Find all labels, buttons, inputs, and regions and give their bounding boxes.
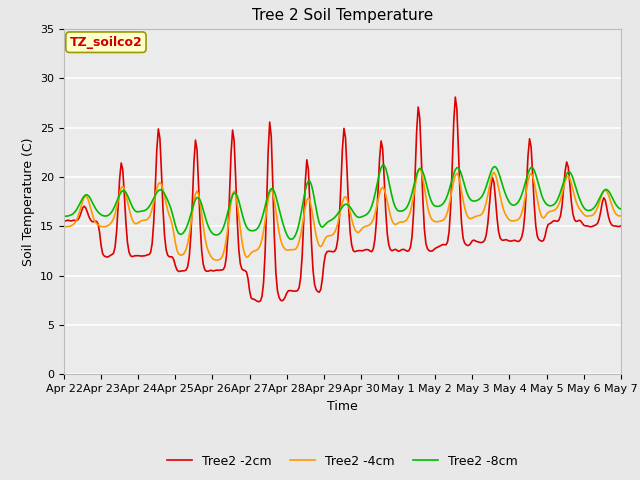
Line: Tree2 -8cm: Tree2 -8cm xyxy=(64,165,621,240)
Tree2 -8cm xyxy=(60,214,68,219)
Tree2 -8cm xyxy=(76,202,83,207)
Tree2 -4cm xyxy=(416,166,424,171)
Tree2 -4cm xyxy=(617,213,625,219)
Tree2 -2cm xyxy=(164,252,172,258)
Tree2 -2cm xyxy=(255,299,263,304)
Tree2 -2cm xyxy=(397,247,405,253)
Tree2 -4cm xyxy=(552,206,559,212)
Tree2 -2cm xyxy=(410,210,417,216)
Title: Tree 2 Soil Temperature: Tree 2 Soil Temperature xyxy=(252,9,433,24)
Tree2 -2cm xyxy=(60,218,68,224)
Tree2 -2cm xyxy=(451,94,459,100)
Tree2 -8cm xyxy=(412,178,419,183)
Tree2 -4cm xyxy=(60,224,68,229)
Tree2 -8cm xyxy=(164,197,172,203)
Tree2 -4cm xyxy=(410,193,417,199)
X-axis label: Time: Time xyxy=(327,400,358,413)
Text: TZ_soilco2: TZ_soilco2 xyxy=(70,36,142,48)
Legend: Tree2 -2cm, Tree2 -4cm, Tree2 -8cm: Tree2 -2cm, Tree2 -4cm, Tree2 -8cm xyxy=(162,450,523,473)
Tree2 -8cm xyxy=(379,162,387,168)
Tree2 -8cm xyxy=(287,237,295,242)
Line: Tree2 -4cm: Tree2 -4cm xyxy=(64,168,621,260)
Tree2 -2cm xyxy=(76,214,83,220)
Tree2 -2cm xyxy=(379,145,387,151)
Tree2 -8cm xyxy=(552,200,559,205)
Y-axis label: Soil Temperature (C): Soil Temperature (C) xyxy=(22,137,35,266)
Tree2 -8cm xyxy=(399,208,406,214)
Tree2 -4cm xyxy=(164,207,172,213)
Line: Tree2 -2cm: Tree2 -2cm xyxy=(64,97,621,301)
Tree2 -4cm xyxy=(213,257,221,263)
Tree2 -4cm xyxy=(76,209,83,215)
Tree2 -2cm xyxy=(552,218,559,224)
Tree2 -8cm xyxy=(617,206,625,212)
Tree2 -4cm xyxy=(397,219,405,225)
Tree2 -4cm xyxy=(379,184,387,190)
Tree2 -8cm xyxy=(380,162,388,168)
Tree2 -2cm xyxy=(617,223,625,229)
